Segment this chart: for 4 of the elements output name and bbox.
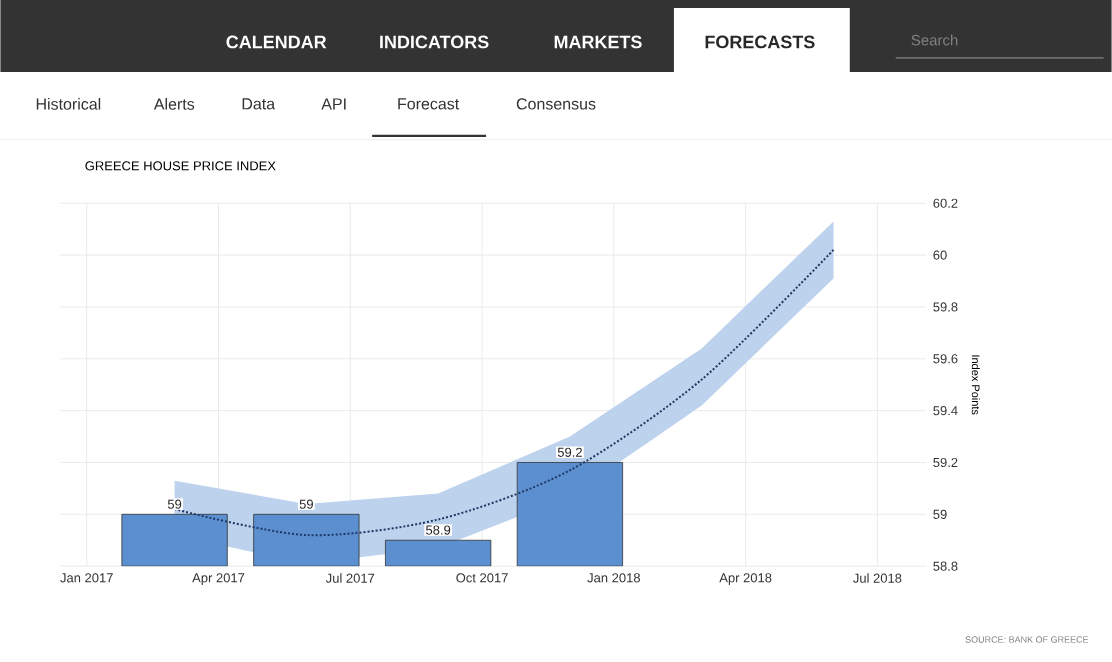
text: MARKETS [554, 35, 642, 49]
text: INDICATORS [380, 35, 489, 49]
text: FORECASTS [705, 35, 815, 49]
text: CALENDAR [226, 35, 327, 49]
